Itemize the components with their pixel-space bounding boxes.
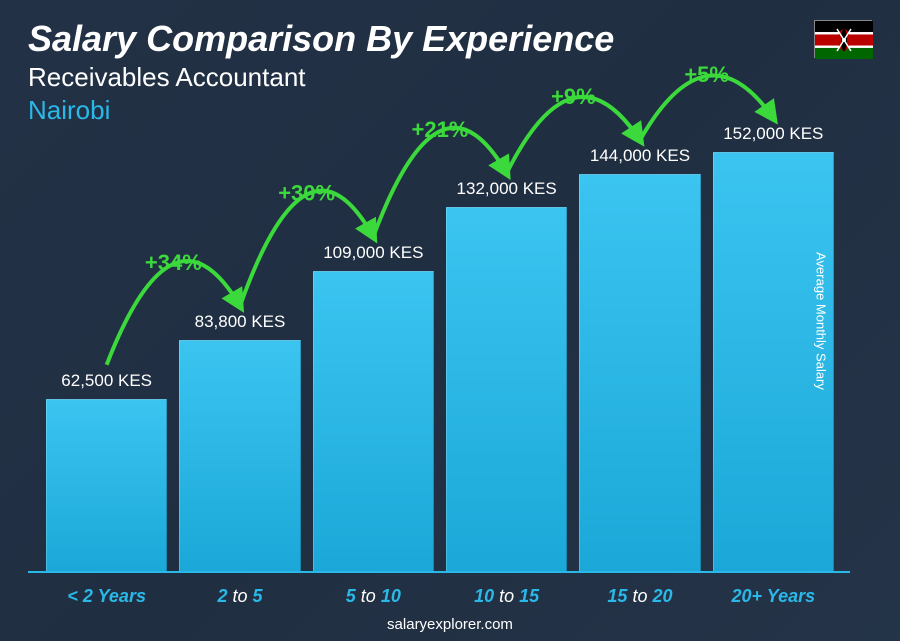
x-axis-label: 10 to 15	[446, 586, 567, 607]
x-axis-label: 15 to 20	[579, 586, 700, 607]
x-axis-labels: < 2 Years 2 to 5 5 to 10 10 to 15 15 to 20 20…	[40, 586, 840, 607]
bar-value-label: 62,500 KES	[61, 371, 152, 391]
salary-bar-chart: 62,500 KES 83,800 KES 109,000 KES 132,000 K…	[40, 130, 840, 571]
flag-kenya	[814, 20, 872, 58]
y-axis-label: Average Monthly Salary	[814, 252, 829, 390]
bar-value-label: 109,000 KES	[323, 243, 423, 263]
bar-group: 62,500 KES	[46, 371, 167, 571]
bar-value-label: 144,000 KES	[590, 146, 690, 166]
bar	[46, 399, 167, 571]
bar-value-label: 152,000 KES	[723, 124, 823, 144]
chart-baseline	[28, 571, 850, 573]
bar-group: 83,800 KES	[179, 312, 300, 571]
bar	[446, 207, 567, 571]
location: Nairobi	[28, 95, 614, 126]
bar-value-label: 132,000 KES	[457, 179, 557, 199]
x-axis-label: < 2 Years	[46, 586, 167, 607]
bar	[179, 340, 300, 571]
bar	[313, 271, 434, 571]
x-axis-label: 5 to 10	[313, 586, 434, 607]
x-axis-label: 20+ Years	[713, 586, 834, 607]
x-axis-label: 2 to 5	[179, 586, 300, 607]
bar-group: 144,000 KES	[579, 146, 700, 571]
growth-pct-label: +5%	[684, 62, 729, 87]
page-title: Salary Comparison By Experience	[28, 18, 614, 60]
header: Salary Comparison By Experience Receivab…	[28, 18, 614, 126]
bar-group: 109,000 KES	[313, 243, 434, 571]
bar-value-label: 83,800 KES	[195, 312, 286, 332]
bar-group: 132,000 KES	[446, 179, 567, 571]
job-title: Receivables Accountant	[28, 62, 614, 93]
footer-attribution: salaryexplorer.com	[0, 616, 900, 633]
bar	[579, 174, 700, 571]
